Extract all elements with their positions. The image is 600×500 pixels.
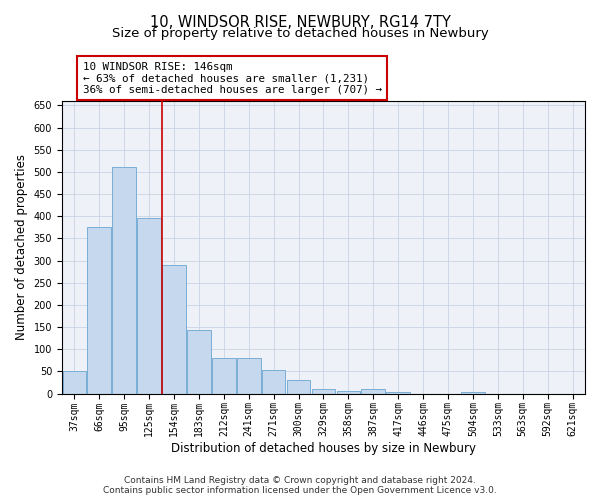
Text: Size of property relative to detached houses in Newbury: Size of property relative to detached ho…	[112, 28, 488, 40]
Bar	[287, 380, 310, 394]
Bar	[237, 358, 260, 394]
Bar	[62, 372, 86, 394]
Text: Contains HM Land Registry data © Crown copyright and database right 2024.
Contai: Contains HM Land Registry data © Crown c…	[103, 476, 497, 495]
Bar	[187, 330, 211, 394]
X-axis label: Distribution of detached houses by size in Newbury: Distribution of detached houses by size …	[171, 442, 476, 455]
Text: 10 WINDSOR RISE: 146sqm
← 63% of detached houses are smaller (1,231)
36% of semi: 10 WINDSOR RISE: 146sqm ← 63% of detache…	[83, 62, 382, 95]
Bar	[212, 358, 236, 394]
Bar	[461, 392, 485, 394]
Bar	[88, 228, 111, 394]
Bar	[137, 218, 161, 394]
Bar	[337, 391, 360, 394]
Bar	[162, 265, 186, 394]
Bar	[311, 388, 335, 394]
Bar	[386, 392, 410, 394]
Text: 10, WINDSOR RISE, NEWBURY, RG14 7TY: 10, WINDSOR RISE, NEWBURY, RG14 7TY	[149, 15, 451, 30]
Bar	[361, 388, 385, 394]
Bar	[262, 370, 286, 394]
Y-axis label: Number of detached properties: Number of detached properties	[15, 154, 28, 340]
Bar	[112, 166, 136, 394]
